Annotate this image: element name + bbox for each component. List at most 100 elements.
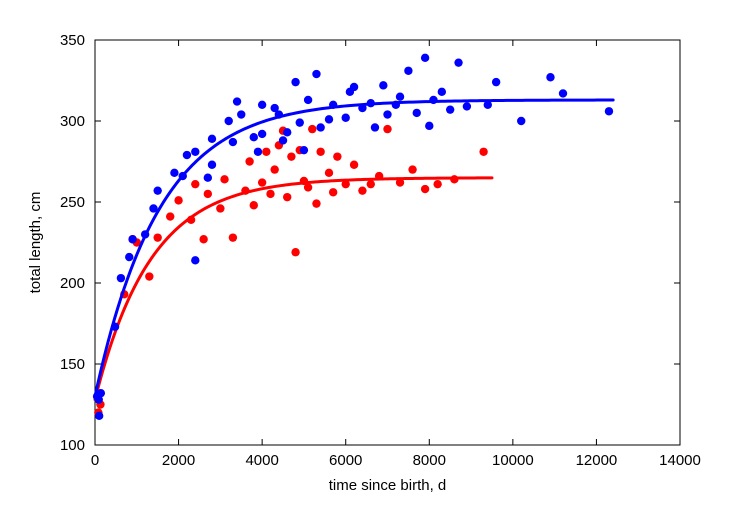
blue-series-point [438, 88, 446, 96]
blue-series-point [446, 105, 454, 113]
blue-series-point [204, 174, 212, 182]
blue-series-point [191, 148, 199, 156]
red-series-point [325, 169, 333, 177]
blue-series-point [492, 78, 500, 86]
red-series-point [191, 180, 199, 188]
blue-series-point [300, 146, 308, 154]
red-series-point [216, 204, 224, 212]
red-series-point [358, 186, 366, 194]
red-series-point [408, 165, 416, 173]
red-series-point [199, 235, 207, 243]
y-tick-label: 350 [60, 32, 85, 49]
blue-series-point [183, 151, 191, 159]
x-tick-label: 6000 [329, 452, 362, 469]
y-tick-label: 150 [60, 356, 85, 373]
red-series-point [204, 190, 212, 198]
red-series-point [383, 125, 391, 133]
blue-series-point [258, 101, 266, 109]
blue-series-point [237, 110, 245, 118]
red-series-point [220, 175, 228, 183]
x-tick-label: 4000 [245, 452, 278, 469]
blue-series-point [342, 114, 350, 122]
blue-series-point [371, 123, 379, 131]
red-series-point [304, 183, 312, 191]
blue-series-point [316, 123, 324, 131]
growth-chart: 0 2000 4000 6000 8000 10000 12000 14000 100 150 20… [0, 0, 729, 521]
blue-series-point [413, 109, 421, 117]
blue-series-fit-line [95, 100, 613, 396]
y-tick-label: 300 [60, 113, 85, 130]
blue-series-point [208, 161, 216, 169]
x-axis-label: time since birth, d [329, 477, 447, 494]
red-series-point [145, 272, 153, 280]
red-series-point [287, 152, 295, 160]
blue-series-point [117, 274, 125, 282]
x-tick-label: 10000 [492, 452, 534, 469]
blue-series-point [425, 122, 433, 130]
blue-series-point [304, 96, 312, 104]
blue-series-point [404, 67, 412, 75]
red-series-point [266, 190, 274, 198]
blue-series-point [383, 110, 391, 118]
red-series-point [316, 148, 324, 156]
red-series-point [433, 180, 441, 188]
red-series-point [258, 178, 266, 186]
blue-series-point [325, 115, 333, 123]
red-series-point [308, 125, 316, 133]
red-series-point [329, 188, 337, 196]
blue-series-point [233, 97, 241, 105]
blue-series-point [605, 107, 613, 115]
blue-series-point [258, 130, 266, 138]
x-tick-label: 12000 [576, 452, 618, 469]
blue-series-point [312, 70, 320, 78]
blue-series-point [291, 78, 299, 86]
blue-series-point [283, 128, 291, 136]
blue-series-point [225, 117, 233, 125]
red-series-point [250, 201, 258, 209]
red-series-point [245, 157, 253, 165]
red-series-point [174, 196, 182, 204]
blue-series-point [250, 133, 258, 141]
blue-series-point [279, 136, 287, 144]
blue-series-point [559, 89, 567, 97]
y-tick-label: 200 [60, 275, 85, 292]
y-axis-label: total length, cm [27, 192, 44, 294]
chart-svg: 0 2000 4000 6000 8000 10000 12000 14000 100 150 20… [0, 0, 729, 521]
red-series-point [350, 161, 358, 169]
blue-series-point [454, 58, 462, 66]
blue-series-point [229, 138, 237, 146]
y-tick-label: 100 [60, 437, 85, 454]
blue-series-point [208, 135, 216, 143]
red-series-point [333, 152, 341, 160]
blue-series-point [463, 102, 471, 110]
blue-series-point [254, 148, 262, 156]
blue-series-point [350, 83, 358, 91]
blue-series-point [296, 118, 304, 126]
red-series-point [270, 165, 278, 173]
red-series-point [229, 233, 237, 241]
blue-series-point [546, 73, 554, 81]
x-tick-label: 0 [91, 452, 99, 469]
blue-series-point [125, 253, 133, 261]
blue-series-point [95, 412, 103, 420]
blue-series-point [128, 235, 136, 243]
blue-series-point [517, 117, 525, 125]
x-tick-label: 2000 [162, 452, 195, 469]
red-series-point [262, 148, 270, 156]
blue-series-point [191, 256, 199, 264]
blue-series-point [153, 186, 161, 194]
red-series-point [153, 233, 161, 241]
red-series-point [479, 148, 487, 156]
x-tick-label: 8000 [413, 452, 446, 469]
blue-series-point [396, 93, 404, 101]
red-series-point [166, 212, 174, 220]
red-series-point [283, 193, 291, 201]
y-tick-label: 250 [60, 194, 85, 211]
red-series-point [291, 248, 299, 256]
blue-series-point [170, 169, 178, 177]
x-tick-label: 14000 [659, 452, 701, 469]
blue-series-point [379, 81, 387, 89]
red-series-point [312, 199, 320, 207]
blue-series-point [421, 54, 429, 62]
red-series-point [367, 180, 375, 188]
